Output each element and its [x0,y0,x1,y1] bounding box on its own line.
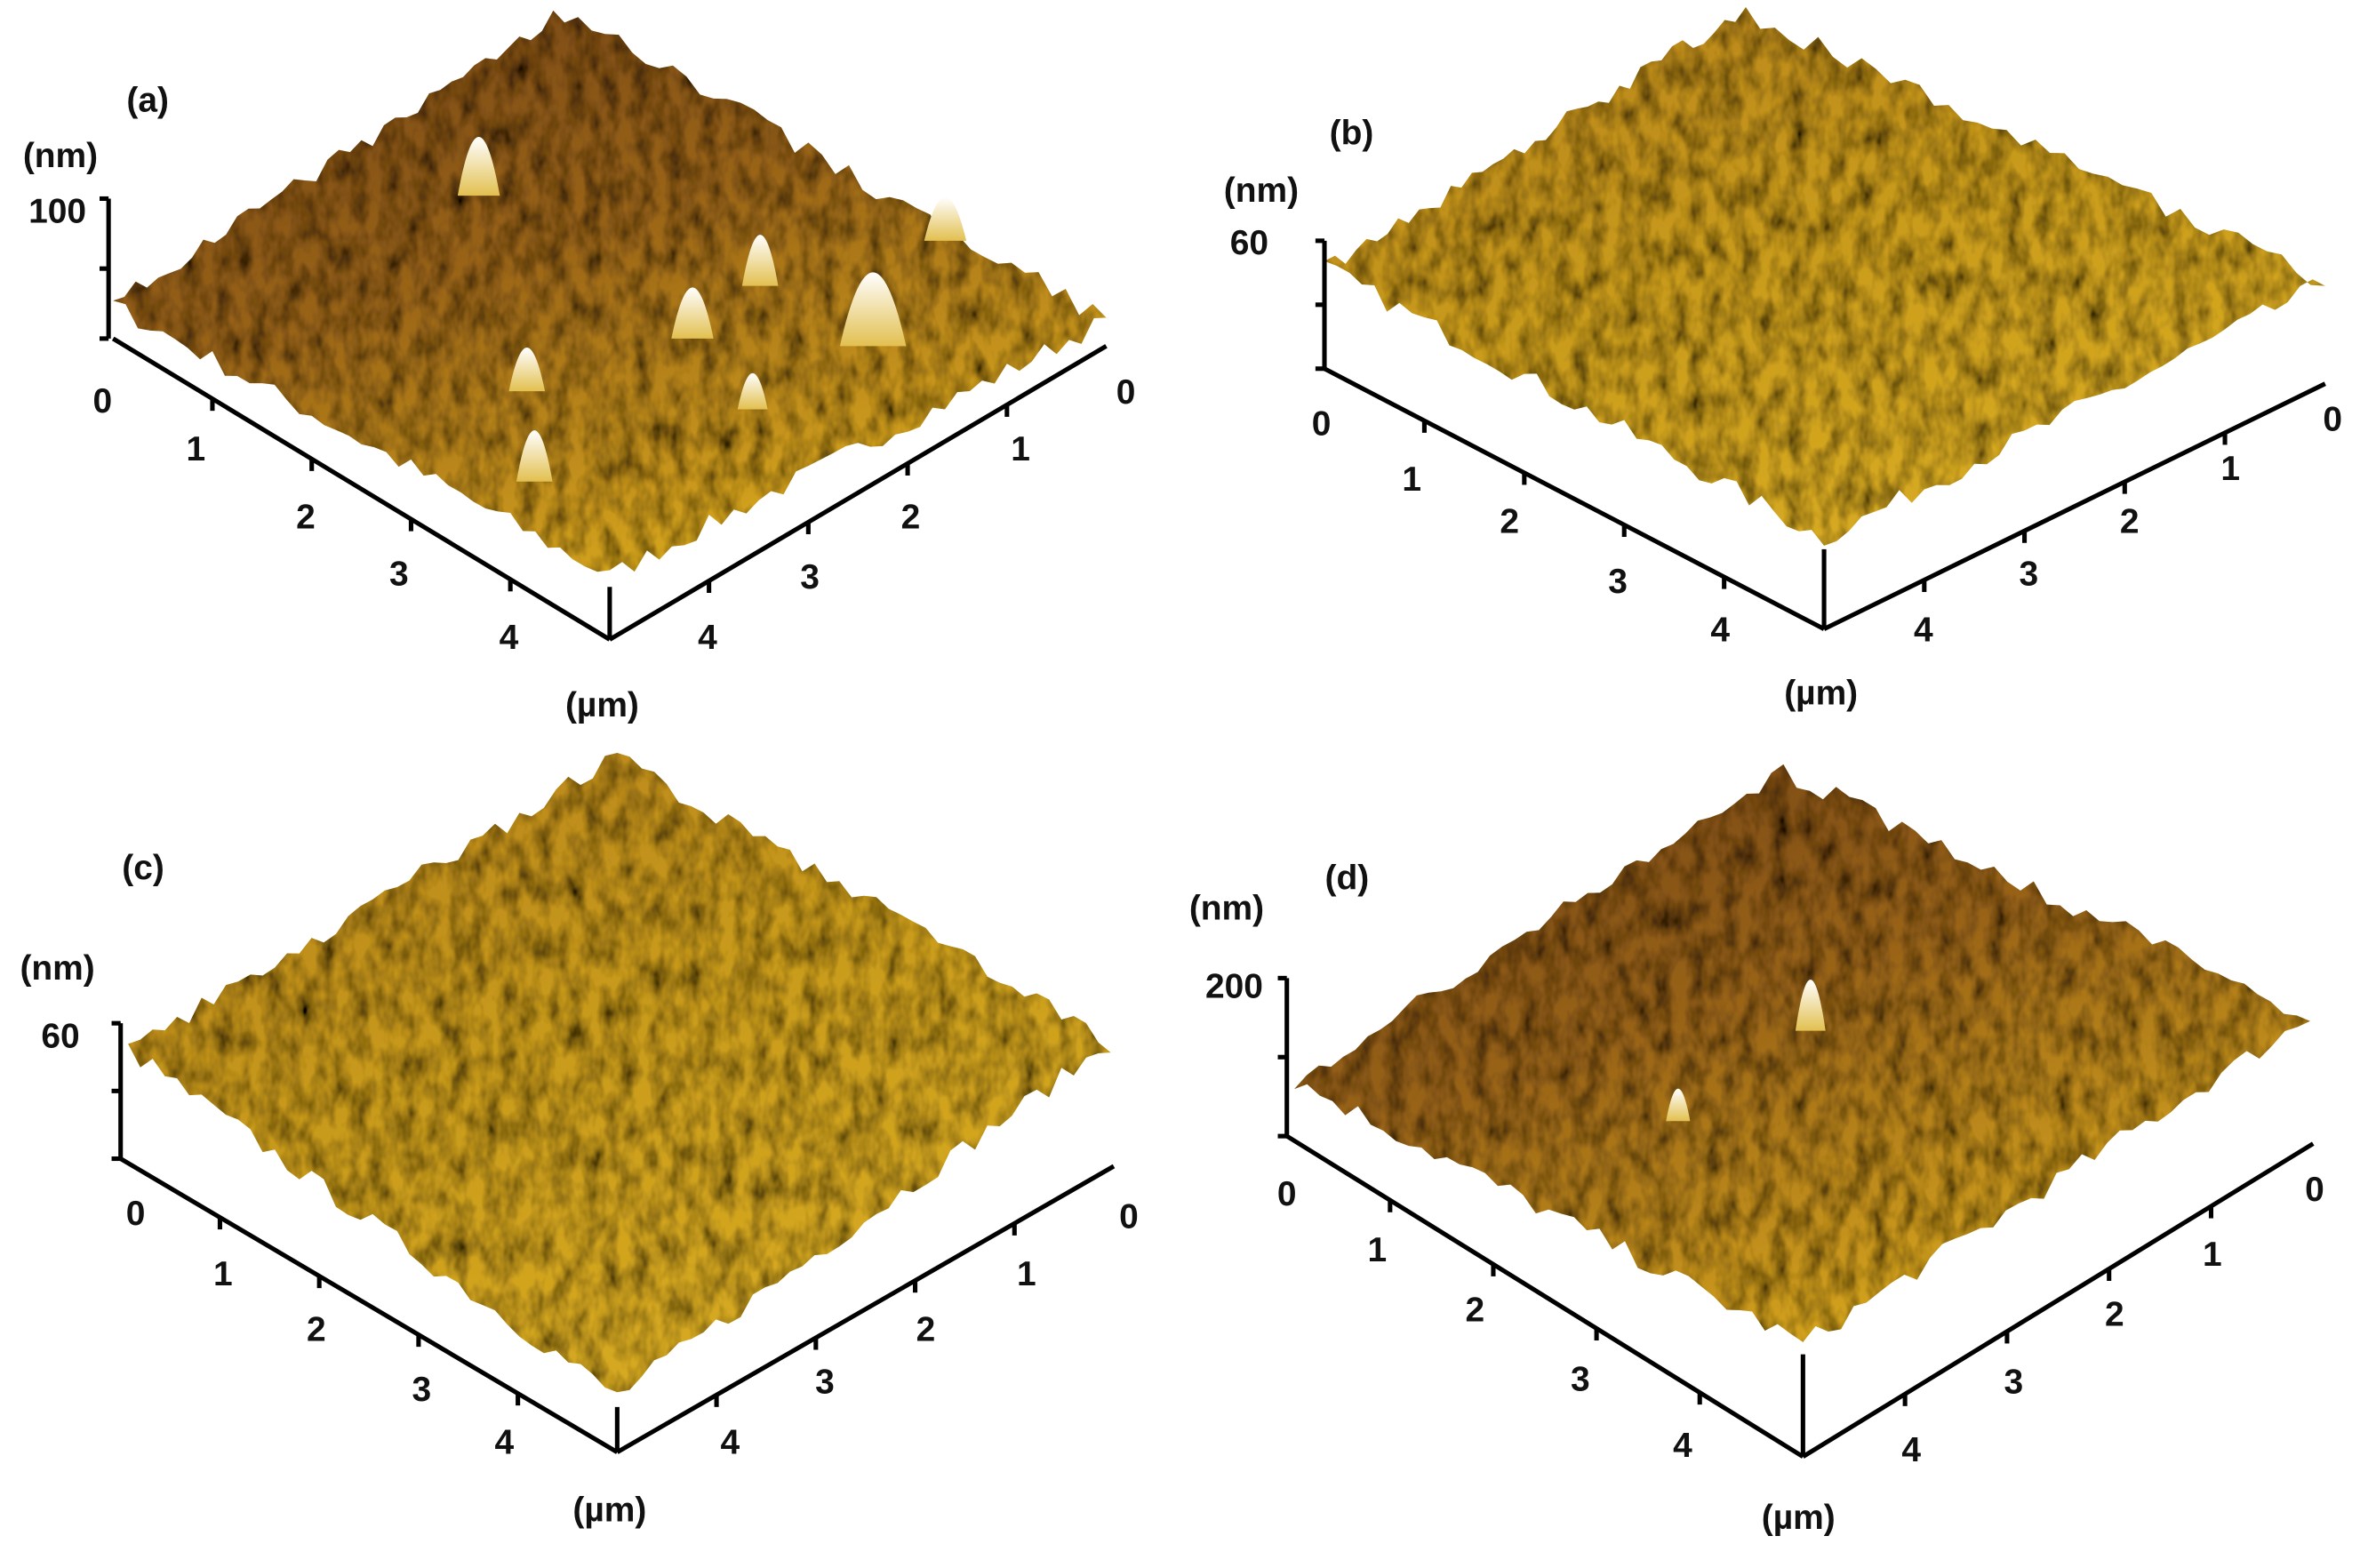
xy-unit: (µm) [1762,1499,1836,1537]
y-tick-label: 4 [720,1423,740,1461]
y-axis [1822,381,2326,631]
x-tick-label: 0 [1312,404,1332,443]
x-axis [119,1156,619,1454]
z-unit: (nm) [23,137,98,175]
y-tick-label: 0 [1119,1198,1139,1236]
z-tick-label: 60 [1230,224,1268,262]
y-tick-label: 4 [698,619,717,657]
afm-surface [1324,6,2325,546]
y-tick-label: 3 [815,1364,835,1402]
panel-label: (c) [122,849,164,887]
surface-peak [1795,980,1826,1031]
x-tick-label: 2 [296,498,316,536]
x-tick-label: 4 [495,1423,515,1461]
y-tick-label: 2 [916,1310,936,1348]
x-tick-label: 0 [93,382,113,420]
surface-peak [457,137,500,196]
z-unit: (nm) [20,949,94,988]
y-tick-label: 2 [2105,1296,2124,1334]
x-tick-label: 0 [126,1195,146,1233]
y-tick-label: 1 [2203,1236,2222,1274]
y-tick-label: 3 [800,558,820,596]
y-tick-label: 3 [2004,1364,2024,1402]
y-tick-label: 1 [1017,1255,1036,1293]
panel-label: (a) [126,81,169,119]
x-axis [1323,366,1826,631]
y-tick-label: 3 [2019,556,2038,594]
surface-peak [508,348,546,392]
z-tick-label: 60 [41,1017,79,1055]
x-tick-label: 1 [187,430,206,468]
y-axis [616,1164,1116,1454]
z-tick-label: 200 [1205,968,1263,1006]
y-tick-label: 2 [2120,502,2140,540]
x-tick-label: 3 [412,1371,431,1409]
xy-unit: (µm) [565,686,639,724]
surface-peak [671,287,714,339]
y-tick-label: 0 [2305,1171,2324,1209]
x-tick-label: 2 [307,1310,326,1348]
y-tick-label: 4 [1914,611,1933,649]
x-tick-label: 4 [1710,611,1730,649]
x-axis [111,336,612,642]
x-tick-label: 4 [500,619,519,657]
x-tick-label: 3 [1571,1360,1590,1398]
surface-peak [516,430,553,482]
x-axis [1285,1133,1804,1459]
z-tick-label: 100 [28,193,86,231]
y-axis [608,344,1108,642]
x-tick-label: 3 [389,556,409,594]
surface-peak [924,196,967,241]
xy-unit: (µm) [1784,674,1858,712]
x-tick-label: 2 [1465,1291,1484,1329]
afm-surface [128,752,1111,1393]
x-tick-label: 1 [1402,460,1421,499]
surface-peak [839,272,907,347]
x-tick-label: 3 [1608,563,1628,601]
afm-surface [113,10,1107,572]
x-tick-label: 4 [1673,1427,1692,1465]
y-tick-label: 0 [2323,400,2342,438]
z-unit: (nm) [1189,889,1264,927]
x-tick-label: 1 [213,1255,233,1293]
y-tick-label: 1 [2220,450,2240,488]
xy-unit: (µm) [572,1492,646,1530]
x-tick-label: 2 [1500,502,1519,540]
x-tick-label: 0 [1277,1175,1297,1213]
afm-surface [1294,764,2310,1342]
x-tick-label: 1 [1367,1231,1387,1269]
surface-peak [737,372,768,410]
z-unit: (nm) [1224,172,1299,210]
y-tick-label: 4 [1901,1431,1921,1469]
surface-peak [1666,1088,1691,1122]
panel-label: (b) [1330,115,1374,153]
y-axis [1802,1141,2315,1459]
surface-peak [741,235,779,286]
panel-label: (d) [1325,860,1370,898]
y-tick-label: 0 [1116,373,1136,412]
y-tick-label: 1 [1011,430,1030,468]
y-tick-label: 2 [901,498,921,536]
